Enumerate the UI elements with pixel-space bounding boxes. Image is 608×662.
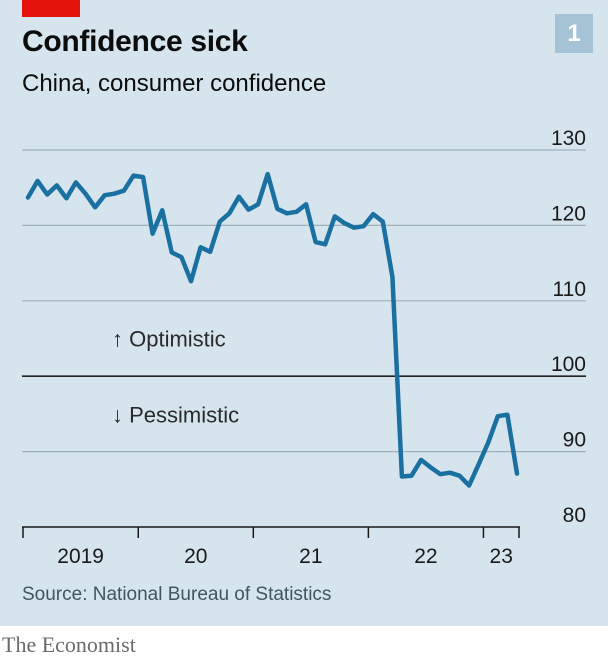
series-line-consumer-confidence [25,171,520,488]
y-tick-labels: 80 90 100 110 120 130 [551,127,586,527]
y-tick-label: 100 [551,353,586,376]
brand-red-bar [22,0,80,17]
chart-title: Confidence sick [22,25,248,58]
y-tick-label: 90 [563,429,586,452]
chart-subtitle: China, consumer confidence [22,70,327,97]
x-tick-label: 2019 [57,545,104,568]
chart-number-badge: 1 [555,14,593,53]
x-tick-label: 21 [299,545,322,568]
x-tick-label: 22 [414,545,437,568]
annotations: ↑ Optimistic ↓ Pessimistic [112,326,239,427]
y-tick-label: 130 [551,127,586,150]
y-tick-label: 80 [563,504,586,527]
annotation-label: ↑ Optimistic [112,326,226,351]
x-tick-label: 20 [184,545,207,568]
chart-panel [0,0,608,626]
line-chart: ↑ Optimistic ↓ Pessimistic 2019 20 21 22 23 8… [22,127,586,568]
publisher-brand: The Economist [2,632,136,657]
grid-lines [22,149,586,453]
x-tick-label: 23 [490,545,513,568]
y-tick-label: 110 [553,278,586,301]
x-axis: 2019 20 21 22 23 [22,526,520,568]
source-note: Source: National Bureau of Statistics [22,584,332,605]
y-tick-label: 120 [551,202,586,225]
series [25,171,520,488]
annotation-label: ↓ Pessimistic [112,402,239,427]
